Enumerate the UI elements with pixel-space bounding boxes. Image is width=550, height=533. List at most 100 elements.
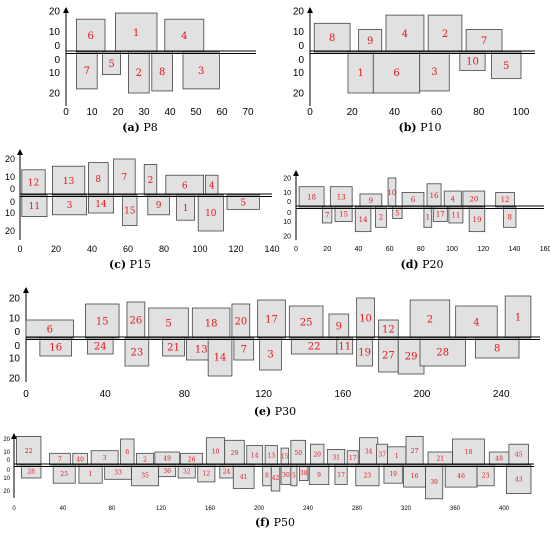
item-label: 24: [94, 342, 107, 353]
item-label: 22: [308, 342, 321, 353]
item-label: 7: [241, 345, 247, 356]
y-tick-label: 0: [7, 468, 11, 474]
item-label: 16: [411, 473, 419, 480]
item-box: [334, 464, 348, 485]
item-label: 18: [465, 449, 473, 456]
item-label: 38: [300, 470, 308, 477]
y-tick-label: 20: [5, 226, 15, 236]
item-label: 8: [265, 473, 269, 480]
y-tick-label: 20: [49, 7, 61, 18]
x-tick-label: 160: [334, 389, 351, 400]
y-tick-label: 0: [14, 341, 20, 352]
item-label: 10: [466, 57, 479, 68]
x-tick-label: 120: [156, 506, 167, 512]
x-tick-label: 60: [123, 244, 133, 254]
item-label: 48: [495, 456, 503, 463]
item-box: [85, 303, 120, 339]
x-tick-label: 0: [12, 506, 16, 512]
y-tick-label: 0: [287, 199, 291, 206]
y-tick-label: 20: [293, 7, 305, 18]
item-label: 23: [131, 348, 144, 359]
x-tick-label: 40: [355, 246, 363, 253]
item-box: [147, 194, 170, 216]
y-tick-label: 20: [9, 374, 21, 385]
y-tick-label: 0: [54, 41, 60, 52]
item-label: 3: [431, 67, 437, 78]
item-label: 33: [114, 469, 122, 476]
item-label: 40: [76, 456, 84, 463]
item-box: [78, 464, 103, 484]
y-tick-label: 0: [287, 210, 291, 217]
x-tick-label: 120: [477, 246, 489, 253]
item-box: [197, 194, 224, 232]
item-box: [191, 307, 231, 339]
item-label: 7: [122, 173, 128, 183]
x-tick-label: 20: [323, 246, 331, 253]
item-label: 11: [338, 342, 351, 353]
item-box: [308, 464, 330, 485]
item-box: [39, 337, 72, 357]
item-box: [197, 464, 216, 483]
item-box: [207, 337, 233, 377]
x-tick-label: 400: [499, 506, 510, 512]
item-label: 15: [96, 317, 109, 328]
item-box: [102, 51, 122, 75]
item-box: [177, 464, 196, 479]
item-label: 13: [63, 177, 75, 187]
caption-text: P15: [129, 258, 151, 271]
item-box: [334, 206, 353, 222]
item-box: [124, 337, 150, 367]
y-tick-label: 0: [14, 327, 20, 338]
y-tick-label: 0: [7, 458, 11, 464]
item-label: 14: [214, 353, 227, 364]
item-box: [347, 51, 374, 94]
item-box: [419, 51, 450, 92]
item-label: 1: [426, 214, 430, 222]
item-box: [176, 194, 196, 221]
y-tick-label: 0: [54, 55, 60, 66]
item-box: [232, 464, 255, 489]
y-axis-arrow: [23, 287, 29, 293]
item-label: 3: [103, 455, 107, 462]
x-tick-label: 40: [100, 389, 112, 400]
item-box: [246, 445, 264, 466]
y-tick-label: 10: [3, 476, 10, 482]
x-tick-label: 80: [179, 389, 191, 400]
item-label: 10: [212, 448, 220, 455]
caption-letter: (b): [398, 121, 417, 134]
item-label: 23: [364, 473, 372, 480]
caption-text: P50: [273, 516, 296, 529]
y-tick-label: 20: [283, 175, 291, 182]
item-label: 45: [515, 452, 523, 459]
item-label: 9: [369, 197, 373, 205]
item-box: [127, 51, 150, 94]
item-box: [259, 337, 282, 371]
item-box: [290, 439, 306, 466]
item-label: 3: [67, 201, 73, 211]
item-label: 9: [367, 36, 373, 47]
x-tick-label: 100: [513, 107, 530, 118]
item-label: 2: [143, 456, 147, 463]
item-label: 2: [136, 68, 142, 79]
item-label: 29: [231, 450, 239, 457]
caption-f: (f) P50: [235, 516, 315, 529]
x-tick-label: 20: [112, 107, 124, 118]
y-tick-label: 20: [3, 489, 10, 495]
item-label: 9: [317, 472, 321, 479]
y-tick-label: 20: [293, 89, 305, 100]
item-label: 25: [300, 318, 313, 329]
item-label: 14: [359, 216, 368, 224]
item-label: 28: [27, 469, 35, 476]
item-box: [298, 186, 325, 208]
x-tick-label: 280: [352, 506, 363, 512]
item-box: [322, 206, 333, 224]
item-box: [356, 337, 373, 367]
item-label: 30: [282, 472, 290, 479]
item-label: 15: [339, 211, 348, 219]
y-axis-arrow: [17, 149, 23, 155]
item-label: 2: [442, 29, 448, 40]
